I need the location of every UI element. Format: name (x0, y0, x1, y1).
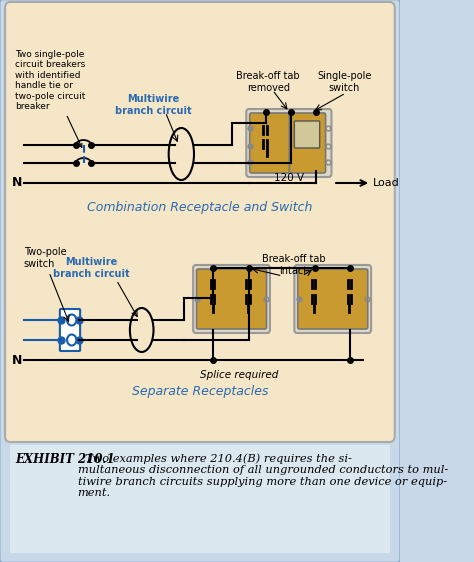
Text: N: N (12, 176, 22, 189)
FancyBboxPatch shape (246, 109, 331, 177)
FancyBboxPatch shape (250, 113, 290, 173)
Text: 120 V: 120 V (274, 173, 304, 183)
Circle shape (67, 315, 76, 325)
Text: Splice required: Splice required (200, 370, 278, 380)
FancyBboxPatch shape (193, 265, 270, 333)
Text: Two examples where 210.4(B) requires the si-
multaneous disconnection of all ung: Two examples where 210.4(B) requires the… (78, 453, 448, 498)
FancyBboxPatch shape (298, 269, 368, 329)
Text: EXHIBIT 210.1: EXHIBIT 210.1 (15, 453, 115, 466)
FancyBboxPatch shape (10, 445, 390, 553)
Text: Single-pole
switch: Single-pole switch (317, 71, 371, 93)
FancyBboxPatch shape (294, 265, 371, 333)
FancyBboxPatch shape (289, 113, 326, 173)
Text: Separate Receptacles: Separate Receptacles (132, 386, 268, 398)
Text: Two single-pole
circuit breakers
with identified
handle tie or
two-pole circuit
: Two single-pole circuit breakers with id… (15, 50, 86, 147)
Text: Break-off tab
removed: Break-off tab removed (237, 71, 300, 93)
Text: Two-pole
switch: Two-pole switch (24, 247, 66, 269)
Text: N: N (12, 353, 22, 366)
Text: Multiwire
branch circuit: Multiwire branch circuit (53, 257, 129, 279)
Text: Load: Load (373, 178, 400, 188)
FancyBboxPatch shape (197, 269, 266, 329)
FancyBboxPatch shape (294, 121, 319, 148)
FancyBboxPatch shape (0, 0, 401, 562)
Circle shape (67, 334, 76, 346)
FancyBboxPatch shape (5, 2, 395, 442)
Text: Break-off tab
intact: Break-off tab intact (262, 254, 325, 276)
Text: Combination Receptacle and Switch: Combination Receptacle and Switch (87, 202, 312, 215)
Text: Multiwire
branch circuit: Multiwire branch circuit (115, 94, 192, 116)
FancyBboxPatch shape (60, 309, 80, 351)
